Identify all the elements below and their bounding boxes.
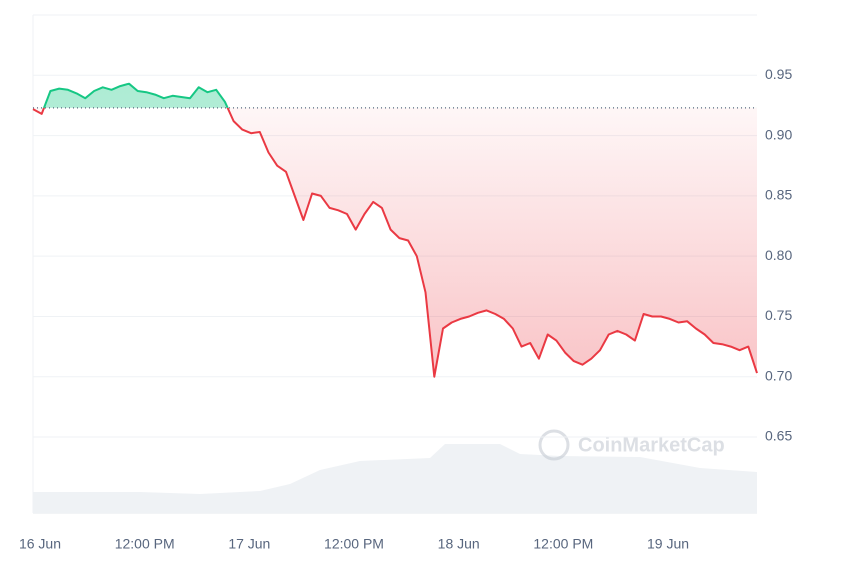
x-tick-label: 12:00 PM bbox=[324, 536, 384, 552]
x-tick-label: 12:00 PM bbox=[115, 536, 175, 552]
x-tick-label: 16 Jun bbox=[19, 536, 61, 552]
y-tick-label: 0.75 bbox=[765, 307, 792, 323]
down-area bbox=[33, 107, 757, 377]
x-tick-label: 12:00 PM bbox=[533, 536, 593, 552]
watermark: CoinMarketCap bbox=[538, 429, 725, 461]
watermark-logo bbox=[538, 429, 570, 461]
y-tick-label: 0.85 bbox=[765, 187, 792, 203]
x-tick-label: 17 Jun bbox=[228, 536, 270, 552]
price-line-down bbox=[32, 107, 758, 378]
price-line-up bbox=[42, 82, 229, 108]
y-tick-label: 0.65 bbox=[765, 428, 792, 444]
volume-area bbox=[33, 444, 757, 513]
up-area bbox=[33, 83, 757, 108]
watermark-text: CoinMarketCap bbox=[578, 434, 725, 456]
x-tick-label: 18 Jun bbox=[438, 536, 480, 552]
y-tick-label: 0.80 bbox=[765, 247, 792, 263]
y-tick-label: 0.95 bbox=[765, 66, 792, 82]
y-tick-label: 0.70 bbox=[765, 367, 792, 383]
y-tick-label: 0.90 bbox=[765, 126, 792, 142]
x-tick-label: 19 Jun bbox=[647, 536, 689, 552]
